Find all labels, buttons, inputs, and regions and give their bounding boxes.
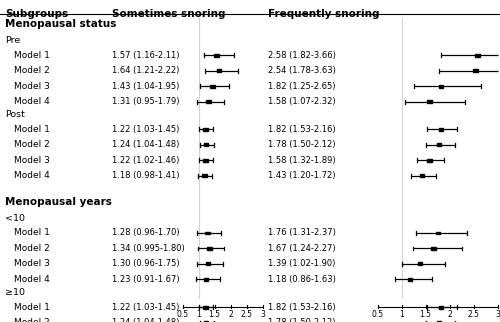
- Bar: [436, 232, 440, 234]
- Bar: [210, 85, 214, 88]
- Text: 1.39 (1.02-1.90): 1.39 (1.02-1.90): [268, 260, 335, 269]
- Text: 1.64 (1.21-2.22): 1.64 (1.21-2.22): [112, 66, 180, 75]
- Text: 1.67 (1.24-2.27): 1.67 (1.24-2.27): [268, 244, 335, 253]
- Bar: [216, 69, 221, 72]
- Text: Frequently snoring: Frequently snoring: [268, 9, 379, 19]
- Text: 1.28 (0.96-1.70): 1.28 (0.96-1.70): [112, 229, 180, 238]
- Text: 1: 1: [196, 310, 201, 319]
- Bar: [204, 128, 208, 131]
- Text: 1.5: 1.5: [208, 310, 220, 319]
- Text: 1.5: 1.5: [420, 310, 432, 319]
- Text: 1.31 (0.95-1.79): 1.31 (0.95-1.79): [112, 97, 180, 106]
- Text: Model 2: Model 2: [14, 318, 50, 322]
- Text: 1.58 (1.32-1.89): 1.58 (1.32-1.89): [268, 156, 335, 165]
- Text: 2: 2: [228, 310, 233, 319]
- Text: 1.22 (1.03-1.45): 1.22 (1.03-1.45): [112, 303, 180, 312]
- Text: 1.57 (1.16-2.11): 1.57 (1.16-2.11): [112, 51, 180, 60]
- Text: 1.76 (1.31-2.37): 1.76 (1.31-2.37): [268, 229, 336, 238]
- Bar: [204, 321, 208, 322]
- Bar: [206, 262, 210, 265]
- Text: 1.34 (0.995-1.80): 1.34 (0.995-1.80): [112, 244, 185, 253]
- Bar: [418, 262, 422, 265]
- Bar: [207, 247, 212, 250]
- Text: 1.18 (0.98-1.41): 1.18 (0.98-1.41): [112, 171, 180, 180]
- Text: 1.22 (1.02-1.46): 1.22 (1.02-1.46): [112, 156, 180, 165]
- Text: 0.5: 0.5: [372, 310, 384, 319]
- Text: 1.82 (1.53-2.16): 1.82 (1.53-2.16): [268, 303, 335, 312]
- Text: Sometimes snoring: Sometimes snoring: [112, 9, 226, 19]
- Text: Model 1: Model 1: [14, 125, 50, 134]
- Text: 1.24 (1.04-1.48): 1.24 (1.04-1.48): [112, 140, 180, 149]
- Text: Menopausal years: Menopausal years: [5, 197, 112, 207]
- Text: Post: Post: [5, 110, 25, 119]
- Text: 2: 2: [447, 310, 452, 319]
- Bar: [438, 306, 443, 308]
- Text: 1: 1: [399, 310, 404, 319]
- Text: Pre: Pre: [5, 36, 20, 45]
- Bar: [206, 100, 210, 103]
- Text: 1.23 (0.91-1.67): 1.23 (0.91-1.67): [112, 275, 180, 284]
- Text: 1.58 (1.07-2.32): 1.58 (1.07-2.32): [268, 97, 335, 106]
- Text: 1.18 (0.86-1.63): 1.18 (0.86-1.63): [268, 275, 336, 284]
- Text: 2.54 (1.78-3.63): 2.54 (1.78-3.63): [268, 66, 336, 75]
- Bar: [204, 159, 208, 162]
- Text: 1.82 (1.25-2.65): 1.82 (1.25-2.65): [268, 82, 335, 91]
- Bar: [214, 54, 219, 57]
- Text: 1.82 (1.53-2.16): 1.82 (1.53-2.16): [268, 125, 335, 134]
- Bar: [204, 306, 208, 308]
- Text: 1.30 (0.96-1.75): 1.30 (0.96-1.75): [112, 260, 180, 269]
- Bar: [408, 278, 412, 281]
- Bar: [202, 174, 206, 177]
- Text: Model 4: Model 4: [14, 171, 50, 180]
- Bar: [438, 85, 443, 88]
- Text: 1.24 (1.04-1.48): 1.24 (1.04-1.48): [112, 318, 180, 322]
- Text: Menopausal status: Menopausal status: [5, 19, 116, 29]
- Text: 3: 3: [260, 310, 265, 319]
- Bar: [436, 143, 441, 146]
- Text: Model 1: Model 1: [14, 303, 50, 312]
- Text: 1.78 (1.50-2.12): 1.78 (1.50-2.12): [268, 318, 335, 322]
- Text: Model 4: Model 4: [14, 97, 50, 106]
- Text: Subgroups: Subgroups: [5, 9, 68, 19]
- Text: Model 1: Model 1: [14, 229, 50, 238]
- Text: Model 2: Model 2: [14, 140, 50, 149]
- Text: Model 2: Model 2: [14, 66, 50, 75]
- Text: Model 3: Model 3: [14, 156, 50, 165]
- Text: Model 3: Model 3: [14, 82, 50, 91]
- Text: 2.5: 2.5: [468, 310, 479, 319]
- Text: 1.78 (1.50-2.12): 1.78 (1.50-2.12): [268, 140, 335, 149]
- Text: 3: 3: [495, 310, 500, 319]
- Text: 1.22 (1.03-1.45): 1.22 (1.03-1.45): [112, 125, 180, 134]
- Text: 1.43 (1.20-1.72): 1.43 (1.20-1.72): [268, 171, 335, 180]
- Bar: [427, 100, 432, 103]
- Bar: [436, 321, 441, 322]
- Text: <10: <10: [5, 214, 25, 223]
- Bar: [432, 247, 436, 250]
- Text: Model 3: Model 3: [14, 260, 50, 269]
- Bar: [473, 69, 478, 72]
- Bar: [204, 278, 208, 281]
- Bar: [427, 159, 432, 162]
- Text: ≥10: ≥10: [5, 288, 25, 297]
- Bar: [204, 143, 208, 146]
- Text: 0.5: 0.5: [176, 310, 188, 319]
- Text: Model 4: Model 4: [14, 275, 50, 284]
- Text: 1.43 (1.04-1.95): 1.43 (1.04-1.95): [112, 82, 180, 91]
- Bar: [438, 128, 443, 131]
- Text: Model 2: Model 2: [14, 244, 50, 253]
- Text: 2.5: 2.5: [240, 310, 252, 319]
- Bar: [475, 54, 480, 57]
- Text: 2.58 (1.82-3.66): 2.58 (1.82-3.66): [268, 51, 336, 60]
- Bar: [420, 174, 424, 177]
- Text: Model 1: Model 1: [14, 51, 50, 60]
- Bar: [205, 232, 210, 234]
